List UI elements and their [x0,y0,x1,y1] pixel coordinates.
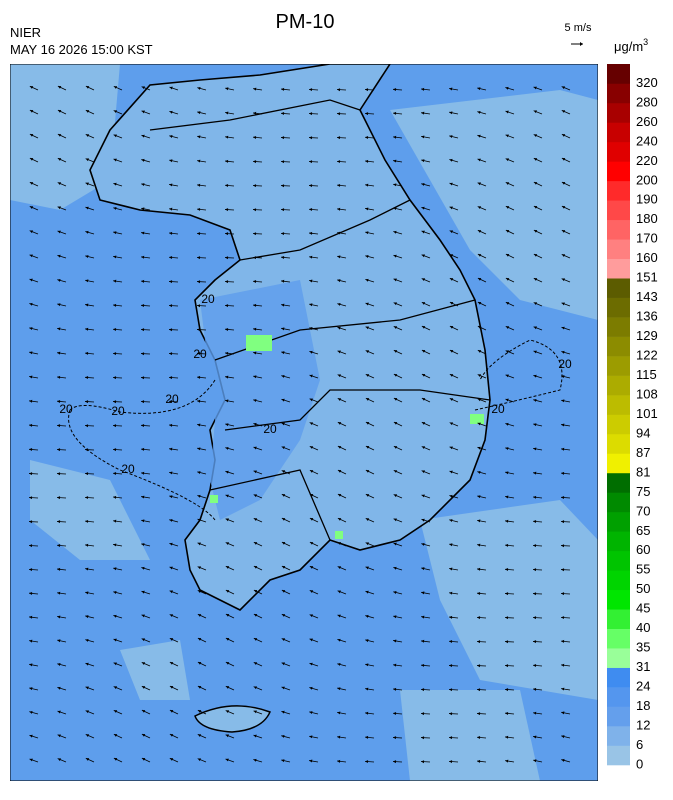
contour-label: 20 [193,347,207,361]
colorbar-segment [607,551,630,571]
colorbar-label: 190 [636,192,658,207]
colorbar-segment [607,746,630,766]
colorbar-segment [607,103,630,123]
colorbar-label: 24 [636,679,650,694]
colorbar-label: 81 [636,464,650,479]
colorbar-label: 136 [636,309,658,324]
unit: μg/m3 [614,37,648,54]
colorbar-label: 12 [636,717,650,732]
colorbar-segment [607,726,630,746]
colorbar-segment [607,707,630,727]
colorbar-label: 87 [636,445,650,460]
colorbar-segment [607,609,630,629]
colorbar-label: 240 [636,133,658,148]
colorbar-label: 260 [636,114,658,129]
contour-label: 20 [201,292,215,306]
colorbar-segment [607,395,630,415]
colorbar-label: 180 [636,211,658,226]
colorbar-label: 60 [636,542,650,557]
colorbar-label: 101 [636,406,658,421]
unit-exponent: 3 [643,37,648,47]
colorbar-segment [607,142,630,162]
colorbar-segment [607,687,630,707]
colorbar-label: 143 [636,289,658,304]
colorbar-label: 220 [636,153,658,168]
colorbar-label: 18 [636,698,650,713]
colorbar-label: 320 [636,75,658,90]
contour-label: 20 [111,404,125,418]
map: 20 20 20 20 20 20 20 20 20 [10,64,598,781]
colorbar-label: 70 [636,503,650,518]
colorbar-segment [607,298,630,318]
contour-label: 20 [491,402,505,416]
colorbar-label: 45 [636,601,650,616]
colorbar-label: 151 [636,270,658,285]
colorbar-label: 129 [636,328,658,343]
colorbar-label: 65 [636,523,650,538]
colorbar-label: 94 [636,425,650,440]
colorbar-segment [607,181,630,201]
title: PM-10 [276,11,335,33]
colorbar-segment [607,531,630,551]
colorbar: 0 6 12 18 24 31 35 40 45 50 55 60 65 70 75 81 87 94 101 108… [607,64,658,771]
colorbar-segment [607,122,630,142]
colorbar-label: 122 [636,348,658,363]
contour-label: 20 [59,402,73,416]
colorbar-segment [607,337,630,357]
colorbar-segment [607,668,630,688]
colorbar-label: 108 [636,386,658,401]
colorbar-segment [607,453,630,473]
contour-label: 20 [263,422,277,436]
colorbar-segment [607,473,630,493]
colorbar-label: 50 [636,581,650,596]
contour-label: 20 [121,462,135,476]
contour-label: 20 [558,357,572,371]
wind-scale-arrow [571,42,583,46]
colorbar-segment [607,434,630,454]
colorbar-segment [607,590,630,610]
colorbar-segment [607,259,630,279]
contour-label: 20 [165,392,179,406]
colorbar-label: 6 [636,737,643,752]
colorbar-segment [607,492,630,512]
colorbar-label: 55 [636,562,650,577]
unit-base: μg/m [614,39,643,54]
colorbar-label: 170 [636,231,658,246]
colorbar-segment [607,278,630,298]
colorbar-segment [607,415,630,435]
datetime: MAY 16 2026 15:00 KST [10,42,153,57]
colorbar-label: 115 [636,367,657,382]
colorbar-segment [607,220,630,240]
colorbar-label: 40 [636,620,650,635]
agency: NIER [10,25,41,40]
colorbar-segment [607,629,630,649]
colorbar-segment [607,239,630,259]
colorbar-segment [607,512,630,532]
colorbar-segment [607,200,630,220]
colorbar-segment [607,317,630,337]
colorbar-segment [607,648,630,668]
colorbar-label: 31 [636,659,650,674]
colorbar-segment [607,356,630,376]
colorbar-segment [607,64,630,84]
colorbar-segment [607,83,630,103]
wind-scale-label: 5 m/s [565,22,592,34]
colorbar-segment [607,376,630,396]
colorbar-label: 200 [636,172,658,187]
colorbar-label: 35 [636,640,650,655]
colorbar-segment [607,161,630,181]
colorbar-label: 0 [636,756,643,771]
colorbar-label: 280 [636,94,658,109]
colorbar-segment [607,570,630,590]
colorbar-label: 75 [636,484,650,499]
colorbar-label: 160 [636,250,658,265]
